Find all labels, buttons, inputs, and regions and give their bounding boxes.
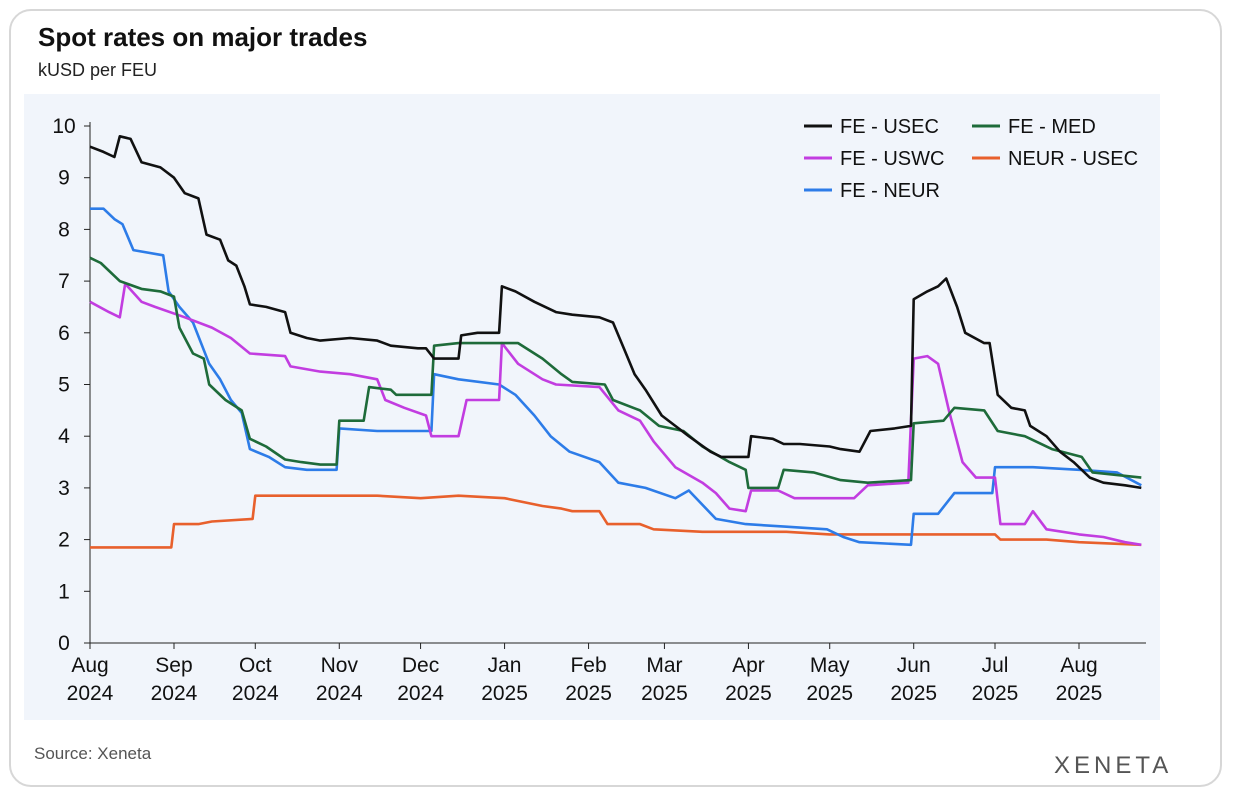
x-tick-label: Sep 2024	[151, 654, 198, 705]
y-tick-label: 1	[58, 580, 70, 603]
x-tick-label: May 2025	[806, 654, 853, 705]
legend-label-fe-med: FE - MED	[1008, 116, 1096, 138]
y-tick-label: 9	[58, 167, 70, 190]
y-tick-label: 8	[58, 218, 70, 241]
y-tick-label: 5	[58, 374, 70, 397]
source-note: Source: Xeneta	[34, 744, 152, 763]
y-tick-label: 4	[58, 425, 70, 448]
series-line-neur-usec	[90, 494, 1142, 549]
series-line-fe-med	[89, 256, 1142, 490]
x-tick-label: Jun 2025	[890, 654, 937, 705]
y-tick-label: 3	[58, 477, 70, 500]
x-tick-label: Jul 2025	[972, 654, 1019, 705]
x-tick-label: Aug 2025	[1056, 654, 1103, 705]
legend-label-fe-usec: FE - USEC	[840, 116, 939, 138]
chart-subtitle: kUSD per FEU	[38, 60, 158, 80]
x-tick-label: Jan 2025	[481, 654, 528, 705]
y-tick-label: 6	[58, 322, 70, 345]
x-tick-label: Nov 2024	[316, 654, 363, 705]
legend-label-neur-usec: NEUR - USEC	[1008, 148, 1138, 170]
y-tick-label: 7	[58, 270, 70, 293]
series-line-fe-usec	[89, 135, 1142, 490]
x-tick-label: Apr 2025	[725, 654, 772, 705]
x-tick-label: Feb 2025	[565, 654, 612, 705]
x-tick-label: Oct 2024	[232, 654, 279, 705]
x-tick-label: Aug 2024	[67, 654, 114, 705]
y-tick-label: 2	[58, 529, 70, 552]
x-tick-label: Mar 2025	[641, 654, 688, 705]
legend-label-fe-uswc: FE - USWC	[840, 148, 944, 170]
y-tick-label: 10	[52, 115, 75, 138]
x-tick-label: Dec 2024	[397, 654, 444, 705]
chart-title: Spot rates on major trades	[38, 22, 368, 52]
xeneta-logo: XENETA	[1054, 752, 1173, 779]
series-line-fe-uswc	[89, 282, 1142, 547]
series-line-fe-neur	[90, 207, 1142, 547]
y-tick-label: 0	[58, 632, 70, 655]
legend-label-fe-neur: FE - NEUR	[840, 180, 940, 202]
plot-background	[24, 94, 1160, 720]
